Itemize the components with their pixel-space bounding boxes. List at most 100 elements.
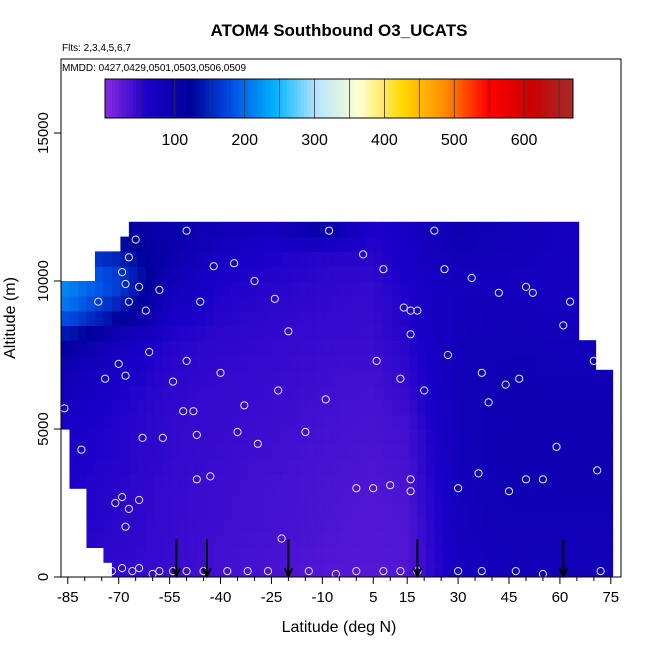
- colorbar-swatch: [230, 79, 235, 118]
- heatmap-cell: [111, 369, 121, 386]
- heatmap-cell: [341, 295, 351, 312]
- colorbar-swatch: [125, 79, 130, 118]
- heatmap-cell: [570, 443, 580, 460]
- colorbar-tick-label: 400: [371, 132, 398, 149]
- heatmap-cell: [128, 458, 138, 474]
- heatmap-cell: [69, 325, 79, 341]
- heatmap-cell: [493, 458, 503, 474]
- sample-point: [596, 567, 605, 576]
- heatmap-cell: [417, 369, 427, 386]
- heatmap-cell: [451, 369, 461, 386]
- heatmap-cell: [111, 547, 121, 563]
- heatmap-cell: [264, 399, 274, 415]
- sample-point: [274, 386, 283, 395]
- heatmap-cell: [425, 547, 435, 563]
- heatmap-cell: [103, 295, 113, 312]
- heatmap-cell: [595, 429, 605, 445]
- heatmap-cell: [179, 340, 189, 356]
- heatmap-cell: [290, 488, 300, 504]
- heatmap-cell: [425, 310, 435, 326]
- heatmap-cell: [400, 503, 410, 519]
- heatmap-cell: [408, 355, 418, 371]
- heatmap-cell: [570, 221, 580, 238]
- heatmap-cell: [145, 562, 155, 577]
- heatmap-cell: [366, 399, 376, 415]
- sample-point: [118, 268, 127, 277]
- heatmap-cell: [324, 562, 334, 577]
- heatmap-cell: [239, 547, 249, 563]
- heatmap-cell: [315, 251, 325, 267]
- heatmap-cell: [544, 221, 554, 238]
- heatmap-cell: [230, 221, 240, 238]
- colorbar-swatch: [265, 79, 270, 118]
- colorbar-swatch: [545, 79, 550, 118]
- heatmap-cell: [103, 429, 113, 445]
- heatmap-cell: [570, 236, 580, 252]
- heatmap-cell: [179, 458, 189, 474]
- colorbar-swatch: [118, 79, 123, 118]
- heatmap-cell: [332, 236, 342, 252]
- heatmap-cell: [324, 221, 334, 238]
- colorbar-swatch: [108, 79, 113, 118]
- heatmap-cell: [459, 458, 469, 474]
- colorbar-swatch: [461, 79, 466, 118]
- heatmap-cell: [196, 458, 206, 474]
- colorbar-swatch: [167, 79, 172, 118]
- heatmap-cell: [281, 325, 291, 341]
- heatmap-cell: [391, 221, 401, 238]
- heatmap-cell: [570, 562, 580, 577]
- heatmap-cell: [324, 355, 334, 371]
- sample-point: [135, 564, 144, 573]
- heatmap-cell: [553, 340, 563, 356]
- heatmap-cell: [544, 429, 554, 445]
- heatmap-cell: [459, 399, 469, 415]
- heatmap-cell: [298, 369, 308, 386]
- heatmap-cell: [451, 517, 461, 534]
- heatmap-cell: [595, 414, 605, 430]
- heatmap-cell: [570, 414, 580, 430]
- heatmap-cell: [468, 251, 478, 267]
- heatmap-cell: [400, 369, 410, 386]
- heatmap-cell: [510, 310, 520, 326]
- sample-point: [107, 567, 117, 576]
- heatmap-cell: [247, 429, 257, 445]
- heatmap-cell: [553, 281, 563, 297]
- colorbar-swatch: [129, 79, 134, 118]
- heatmap-cell: [553, 532, 563, 548]
- heatmap-cell: [61, 414, 71, 430]
- heatmap-cell: [154, 310, 164, 326]
- heatmap-cell: [171, 488, 181, 504]
- heatmap-cell: [94, 281, 105, 297]
- heatmap-cell: [128, 281, 138, 297]
- heatmap-cell: [391, 547, 401, 563]
- heatmap-cell: [94, 517, 105, 534]
- heatmap-cell: [442, 503, 452, 519]
- heatmap-cell: [341, 236, 351, 252]
- heatmap-cell: [366, 473, 376, 489]
- heatmap-cell: [374, 340, 385, 356]
- heatmap-cell: [341, 503, 351, 519]
- heatmap-cell: [264, 281, 274, 297]
- colorbar-swatch: [366, 79, 371, 118]
- heatmap-cell: [459, 503, 469, 519]
- sample-point: [189, 407, 198, 416]
- heatmap-cell: [264, 355, 274, 371]
- heatmap-cell: [298, 236, 308, 252]
- heatmap-cell: [417, 429, 427, 445]
- heatmap-cell: [604, 429, 614, 445]
- heatmap-cell: [298, 458, 308, 474]
- heatmap-cell: [519, 281, 529, 297]
- heatmap-cell: [561, 369, 571, 386]
- sample-point: [128, 567, 137, 576]
- heatmap-cell: [332, 503, 342, 519]
- heatmap-cell: [188, 399, 198, 415]
- heatmap-cell: [459, 562, 469, 577]
- heatmap-cell: [357, 325, 368, 341]
- colorbar-swatch: [482, 79, 487, 118]
- heatmap-cell: [451, 488, 461, 504]
- heatmap-cell: [179, 221, 189, 238]
- heatmap-cell: [417, 562, 427, 577]
- heatmap-cell: [332, 281, 342, 297]
- heatmap-cell: [400, 443, 410, 460]
- heatmap-cell: [485, 458, 495, 474]
